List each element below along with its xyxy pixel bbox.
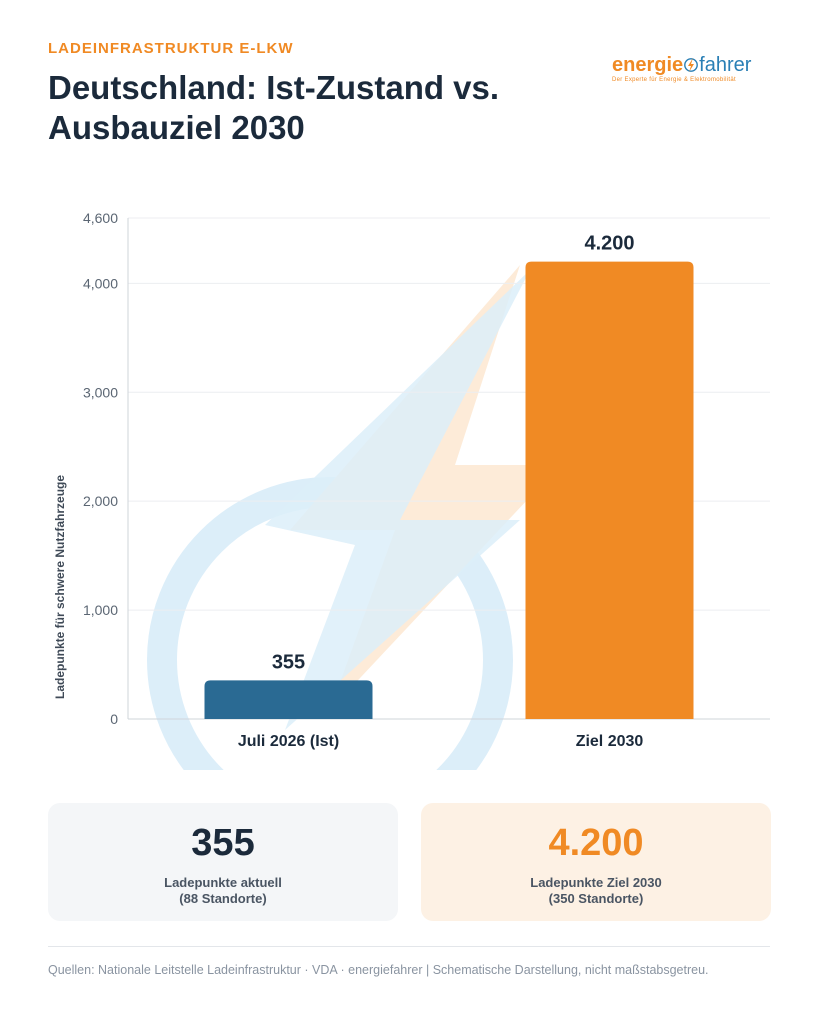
bar-chart: 0 1,000 2,000 3,000 4,000 4,600 355 4.200 Juli… (53, 210, 770, 770)
stat-sub-target: (350 Standorte) (548, 891, 644, 906)
y-axis-label: Ladepunkte für schwere Nutzfahrzeuge (53, 475, 67, 699)
bar-value-label: 355 (272, 651, 305, 673)
bar-value-label: 4.200 (584, 233, 634, 255)
logo-tagline: Der Experte für Energie & Elektromobilit… (612, 77, 736, 83)
source-footer: Quellen: Nationale Leitstelle Ladeinfras… (48, 963, 709, 977)
stat-label-current: Ladepunkte aktuell (164, 875, 282, 890)
footer-divider (48, 946, 770, 947)
logo-wordmark: energie fahrer (612, 54, 782, 76)
logo-word-part2: fahrer (699, 54, 752, 76)
y-tick-label: 3,000 (83, 384, 118, 400)
kicker-label: LADEINFRASTRUKTUR E-LKW (48, 40, 294, 57)
x-tick-label: Juli 2026 (Ist) (238, 733, 339, 750)
stat-label-target: Ladepunkte Ziel 2030 (530, 875, 662, 890)
y-tick-label: 1,000 (83, 602, 118, 618)
y-axis-ticks: 0 1,000 2,000 3,000 4,000 4,600 (83, 210, 118, 727)
x-axis-labels: Juli 2026 (Ist) Ziel 2030 (238, 733, 644, 750)
title-line-2: Ausbauziel 2030 (48, 109, 305, 146)
page-title: Deutschland: Ist-Zustand vs. Ausbauziel … (48, 68, 608, 148)
stat-value-target: 4.200 (548, 822, 644, 864)
stat-card-current: 355 Ladepunkte aktuell (88 Standorte) (48, 803, 398, 921)
y-tick-label: 2,000 (83, 493, 118, 509)
lightning-bolt-icon (147, 265, 560, 770)
brand-logo: energie fahrer Der Experte für Energie &… (612, 54, 782, 83)
logo-word-part1: energie (612, 54, 684, 76)
y-tick-label: 4,000 (83, 275, 118, 291)
y-tick-label: 0 (110, 711, 118, 727)
stat-value-current: 355 (191, 822, 255, 864)
y-tick-label: 4,600 (83, 210, 118, 226)
bar-1 (204, 680, 373, 719)
x-tick-label: Ziel 2030 (576, 733, 644, 750)
stat-card-target: 4.200 Ladepunkte Ziel 2030 (350 Standort… (421, 803, 771, 921)
title-line-1: Deutschland: Ist-Zustand vs. (48, 69, 500, 106)
lightning-bolt-icon (684, 58, 699, 72)
bar-2 (525, 261, 694, 719)
bars: 355 4.200 (204, 233, 694, 719)
stat-sub-current: (88 Standorte) (179, 891, 267, 906)
